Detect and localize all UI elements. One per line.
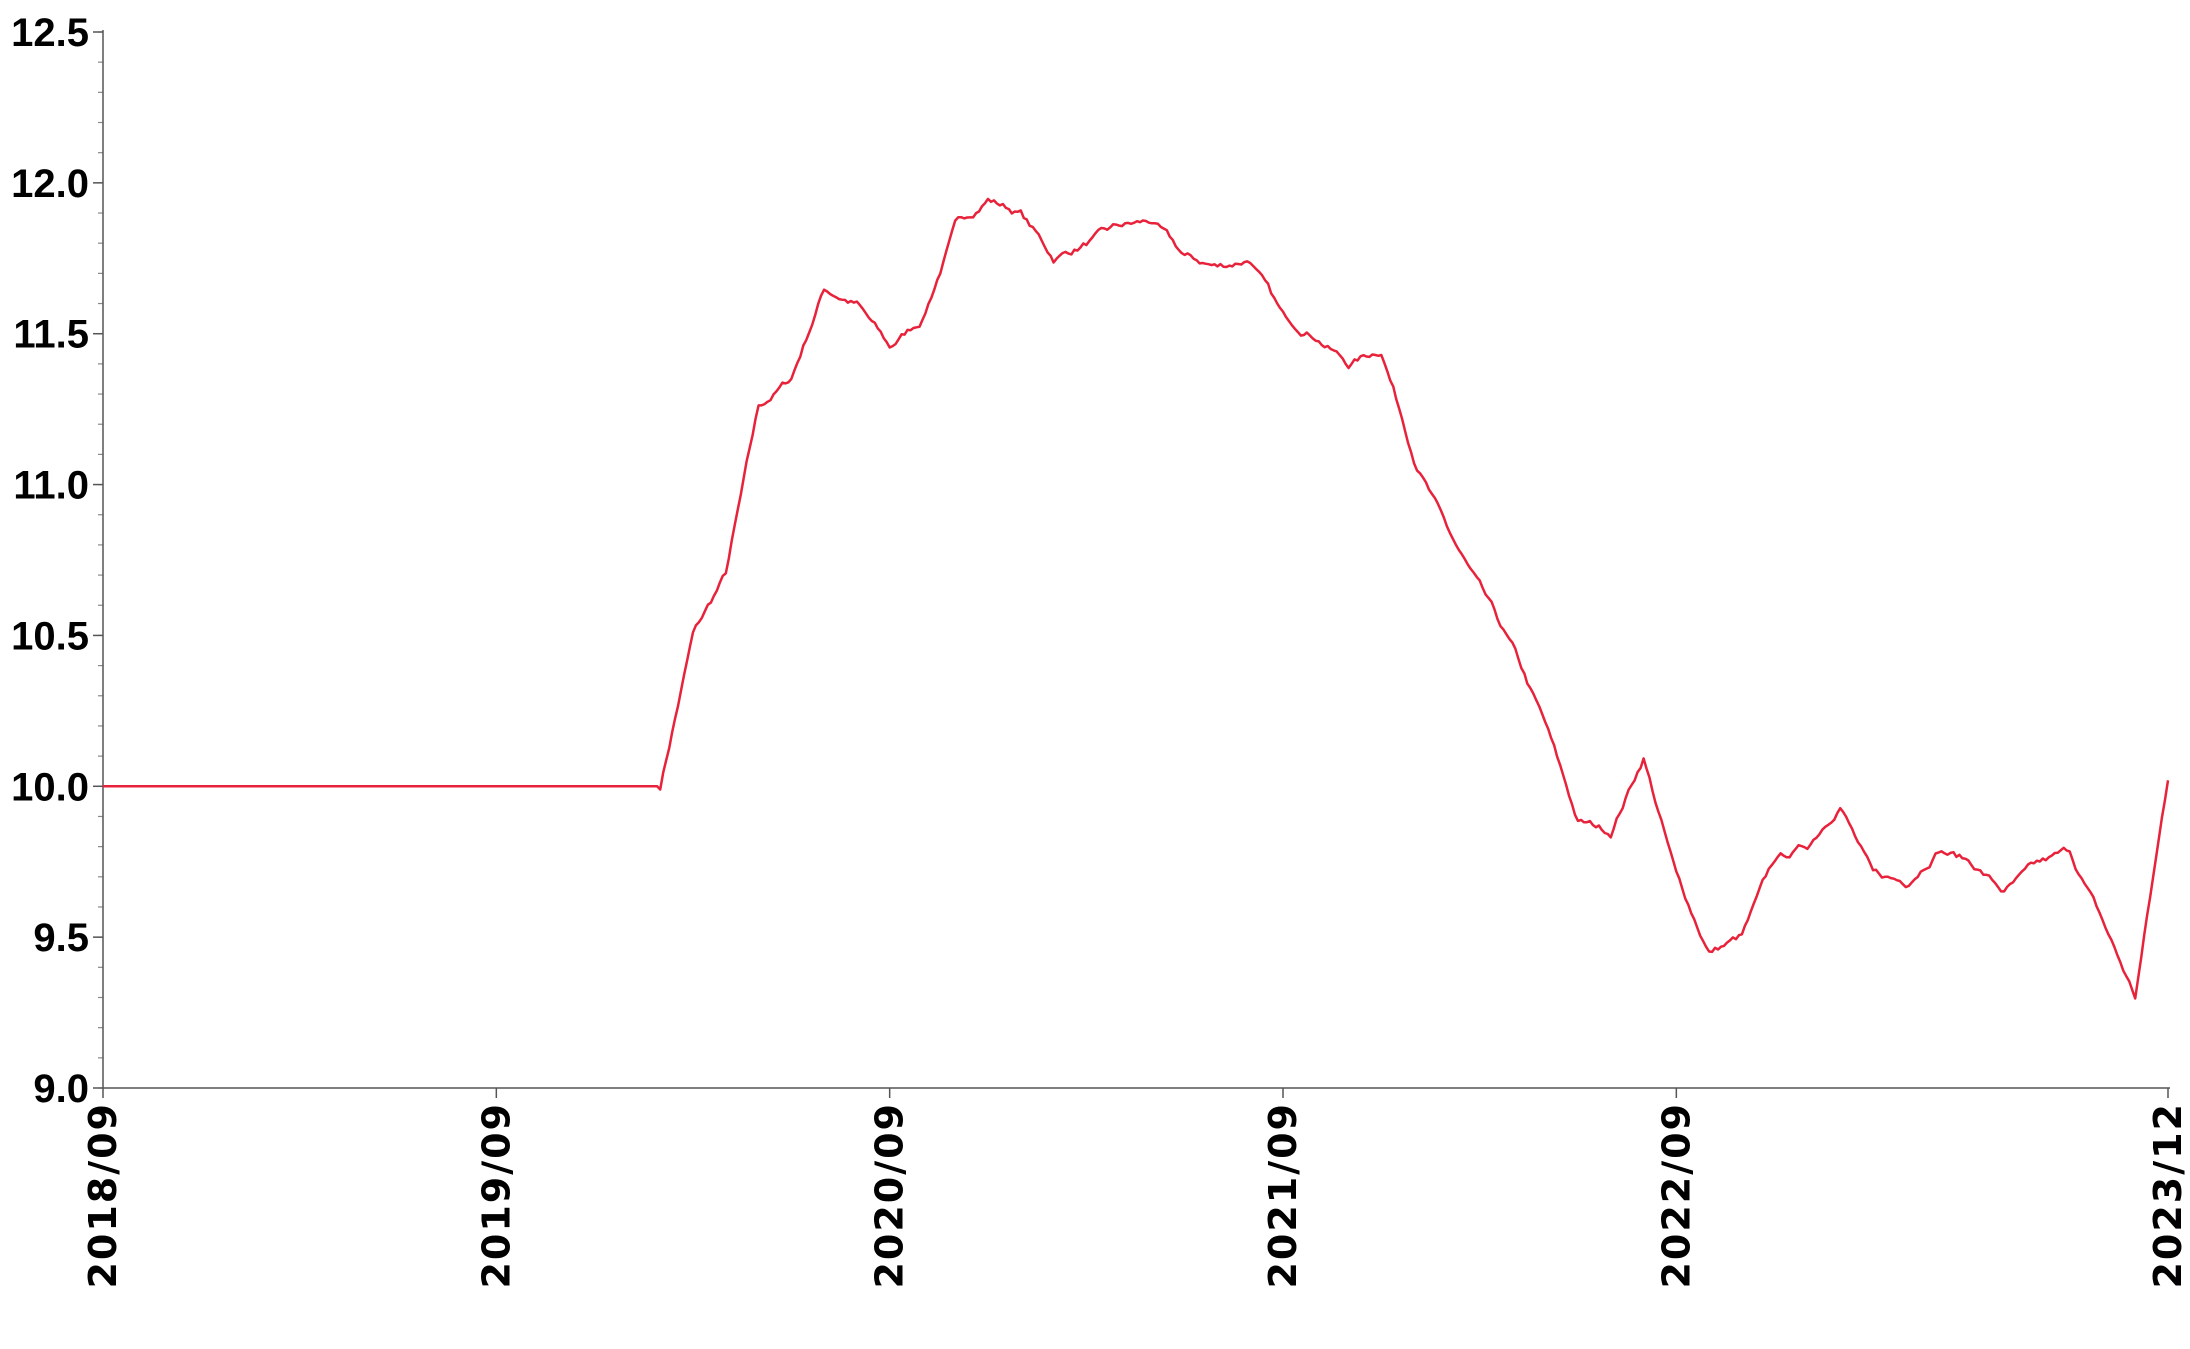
x-ticks: 2018/09 2019/09 2020/09 2021/09 2022/09 2023/… [81, 1088, 2190, 1289]
x-tick-label: 2019/09 [474, 1102, 518, 1289]
x-tick-label: 2020/09 [868, 1102, 912, 1289]
series-line [103, 197, 2170, 1000]
y-tick-label: 12.0 [11, 162, 89, 206]
y-tick-label: 11.0 [13, 464, 89, 508]
y-tick-label: 9.0 [33, 1067, 89, 1111]
y-tick-label: 11.5 [13, 313, 89, 357]
x-tick-label: 2021/09 [1261, 1102, 1305, 1289]
x-tick-label: 2018/09 [81, 1102, 125, 1289]
y-tick-label: 9.5 [33, 916, 89, 960]
y-tick-label: 10.5 [11, 614, 89, 658]
y-tick-label: 12.5 [11, 11, 89, 55]
x-tick-label: 2022/09 [1654, 1102, 1698, 1289]
x-tick-label: 2023/12 [2146, 1102, 2190, 1289]
y-tick-label: 10.0 [11, 765, 89, 809]
y-ticks: 9.0 9.5 10.0 10.5 11.0 11.5 12.0 12.5 [11, 11, 103, 1111]
